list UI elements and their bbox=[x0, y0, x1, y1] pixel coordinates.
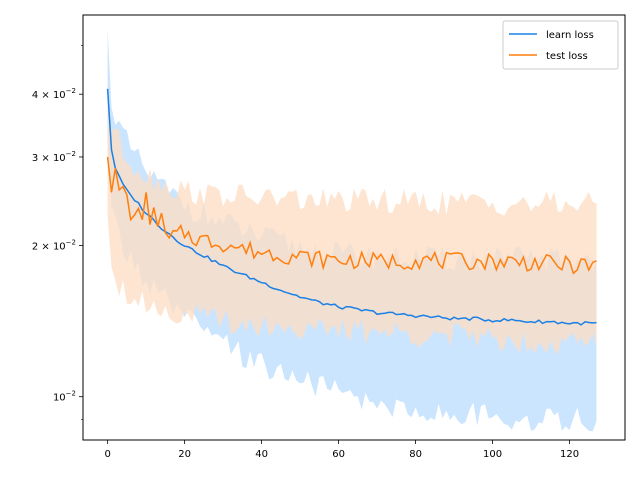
x-tick-label: 80 bbox=[409, 449, 422, 460]
legend-box bbox=[502, 20, 619, 70]
line-learn-loss bbox=[106, 88, 597, 326]
y-axis-ticks: 10−2 2 × 10−2 3 × 10−2 4 × 10−2 bbox=[32, 45, 83, 420]
y-tick-label: 2 × 10−2 bbox=[32, 238, 76, 252]
legend-label: learn loss bbox=[546, 30, 594, 41]
y-tick-label: 4 × 10−2 bbox=[32, 87, 76, 101]
series-lines bbox=[106, 88, 597, 326]
legend: learn loss test loss bbox=[502, 20, 619, 70]
x-tick-label: 20 bbox=[178, 449, 191, 460]
x-tick-label: 120 bbox=[560, 449, 579, 460]
x-tick-label: 40 bbox=[255, 449, 268, 460]
axes-frame bbox=[82, 14, 626, 441]
band-test-loss bbox=[107, 100, 597, 355]
confidence-bands bbox=[107, 29, 597, 432]
legend-label: test loss bbox=[546, 51, 588, 62]
y-tick-label: 3 × 10−2 bbox=[32, 150, 76, 164]
y-tick-label: 10−2 bbox=[53, 390, 76, 404]
x-tick-label: 0 bbox=[104, 449, 110, 460]
x-tick-label: 60 bbox=[332, 449, 345, 460]
x-axis-ticks: 0 20 40 60 80 100 120 bbox=[104, 440, 579, 460]
line-test-loss bbox=[106, 156, 597, 275]
x-tick-label: 100 bbox=[483, 449, 502, 460]
